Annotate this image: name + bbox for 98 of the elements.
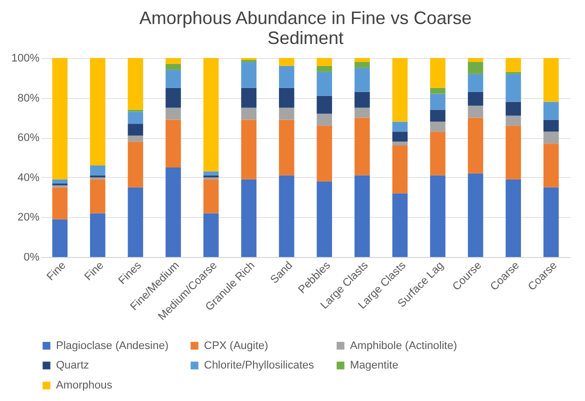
bar [543,144,559,188]
bar [543,187,559,257]
bar [52,219,68,257]
bar [543,120,559,132]
bar [241,179,256,257]
bar [128,187,144,257]
bar [241,88,256,108]
legend-label: Amphibole (Actinolite) [350,340,457,352]
bar [430,122,446,132]
bar [166,167,181,257]
bar [392,132,408,142]
bar [506,74,521,102]
x-tick-label: Fine [44,260,68,284]
bar [354,118,370,176]
legend-label: Plagioclase (Andesine) [56,340,169,352]
bar [468,62,484,74]
bar [166,58,181,64]
bar [166,70,181,88]
bar [543,102,559,120]
bar [392,122,408,132]
bar [316,181,332,257]
x-tick-label: Fine [82,260,106,284]
bar [316,126,332,182]
bar [430,88,446,94]
bar [90,58,106,166]
bar [203,58,219,172]
bar [166,120,181,168]
bar [506,116,521,126]
bar [316,58,332,66]
bar [52,187,68,220]
y-tick-label: 20% [17,212,40,224]
bar [430,58,446,88]
bar [354,58,370,62]
bar [278,58,294,66]
bar [430,94,446,110]
legend-label: CPX (Augite) [204,340,268,352]
y-tick-label: 100% [11,52,40,64]
bar [392,58,408,122]
bar [354,62,370,68]
y-tick-label: 40% [17,172,40,184]
bar [316,96,332,114]
bar [128,112,144,124]
bar [203,213,219,257]
bar [392,193,408,257]
bar [52,58,68,180]
bar [468,173,484,257]
bar [354,68,370,92]
bar [506,58,521,72]
bar [128,124,144,136]
bar [468,58,484,62]
bar [128,136,144,142]
bar [430,175,446,257]
bar [90,179,106,214]
legend-label: Quartz [56,360,90,372]
bar [316,72,332,96]
y-tick-label: 80% [17,92,40,104]
bar [278,120,294,176]
bar [241,62,256,88]
bar [166,108,181,120]
bar [506,126,521,180]
bar [203,171,219,176]
bar [506,179,521,257]
bar [203,179,219,214]
bar [468,118,484,174]
bar [241,120,256,180]
legend-label: Chlorite/Phyllosilicates [204,360,315,372]
y-tick-label: 60% [17,132,40,144]
bar [354,175,370,257]
y-tick-label: 0% [24,252,40,264]
bar [316,66,332,72]
bar [90,165,106,176]
bar [468,74,484,92]
bar [392,146,408,194]
bar [506,102,521,116]
bar [543,58,559,102]
bar [278,66,294,88]
bar [52,179,68,184]
bar [90,213,106,257]
legend-label: Amorphous [56,380,113,392]
bar [316,114,332,126]
bar [354,92,370,108]
bar [354,108,370,118]
bar [468,106,484,118]
bar [278,108,294,120]
bar [128,58,144,110]
bar [278,88,294,108]
bar [468,92,484,106]
bar [241,108,256,120]
bar [278,175,294,257]
bar [166,88,181,108]
bar [543,132,559,144]
bar [128,142,144,188]
chart-title: Amorphous Abundance in Fine vs Coarse Sediment [139,8,472,48]
bar [392,142,408,146]
legend-label: Magentite [350,360,398,372]
bar [166,64,181,70]
bar [430,132,446,176]
bar [430,110,446,122]
